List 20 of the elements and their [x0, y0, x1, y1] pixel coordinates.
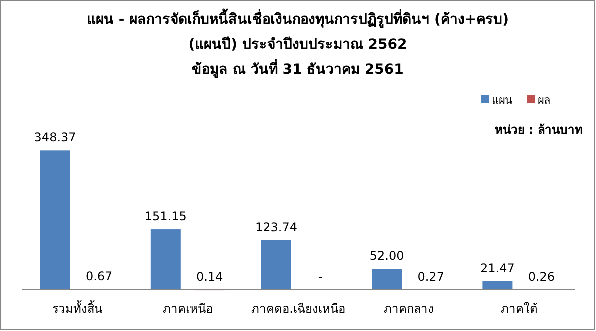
x-tick-label: ภาคใต้	[501, 302, 538, 316]
data-label: 0.14	[196, 270, 224, 284]
data-label: 21.47	[480, 261, 515, 276]
x-tick-label: ภาคกลาง	[384, 302, 434, 316]
chart-title: แผน - ผลการจัดเก็บหนี้สินเชื่อเงินกองทุนการปฏิรูปที่ดินฯ (ค้าง+ครบ)	[87, 8, 509, 28]
chart-subtitle: (แผนปี) ประจำปีงบประมาณ 2562 ข้อมูล ณ วันที่ 31 ธันวาคม 2561	[188, 37, 408, 78]
legend-label: แผน	[492, 94, 513, 107]
data-label: 52.00	[370, 249, 404, 264]
x-tick-label: รวมทั้งสิ้น	[52, 300, 102, 316]
text: -	[318, 270, 323, 284]
data-label: 0.26	[528, 270, 556, 284]
data-label: 123.74	[256, 220, 298, 235]
legend-label: ผล	[538, 94, 551, 107]
data-label: 0.27	[418, 270, 444, 284]
data-label: 151.15	[144, 210, 187, 224]
x-tick-label: ภาคเหนือ	[162, 302, 213, 316]
x-tick-label: ภาคตอ.เฉียงเหนือ	[252, 302, 346, 316]
data-label: 348.37	[34, 130, 76, 145]
text: หน่วย : ล้านบาท	[494, 123, 583, 137]
data-label: 0.67	[86, 270, 113, 284]
